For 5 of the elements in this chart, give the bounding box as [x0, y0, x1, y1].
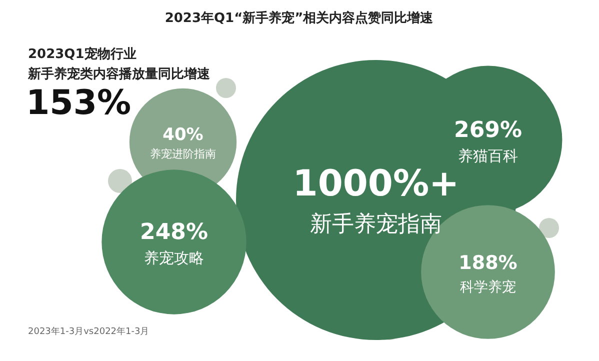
text: 2023年1-3月vs2022年1-3月: [28, 326, 150, 337]
text: 153%: [26, 83, 132, 123]
text: 新手养宠类内容播放量同比增速: [27, 66, 211, 82]
text: 2023年Q1“新手养宠”相关内容点赞同比增速: [164, 10, 434, 26]
text: 2023Q1宠物行业: [28, 46, 136, 62]
